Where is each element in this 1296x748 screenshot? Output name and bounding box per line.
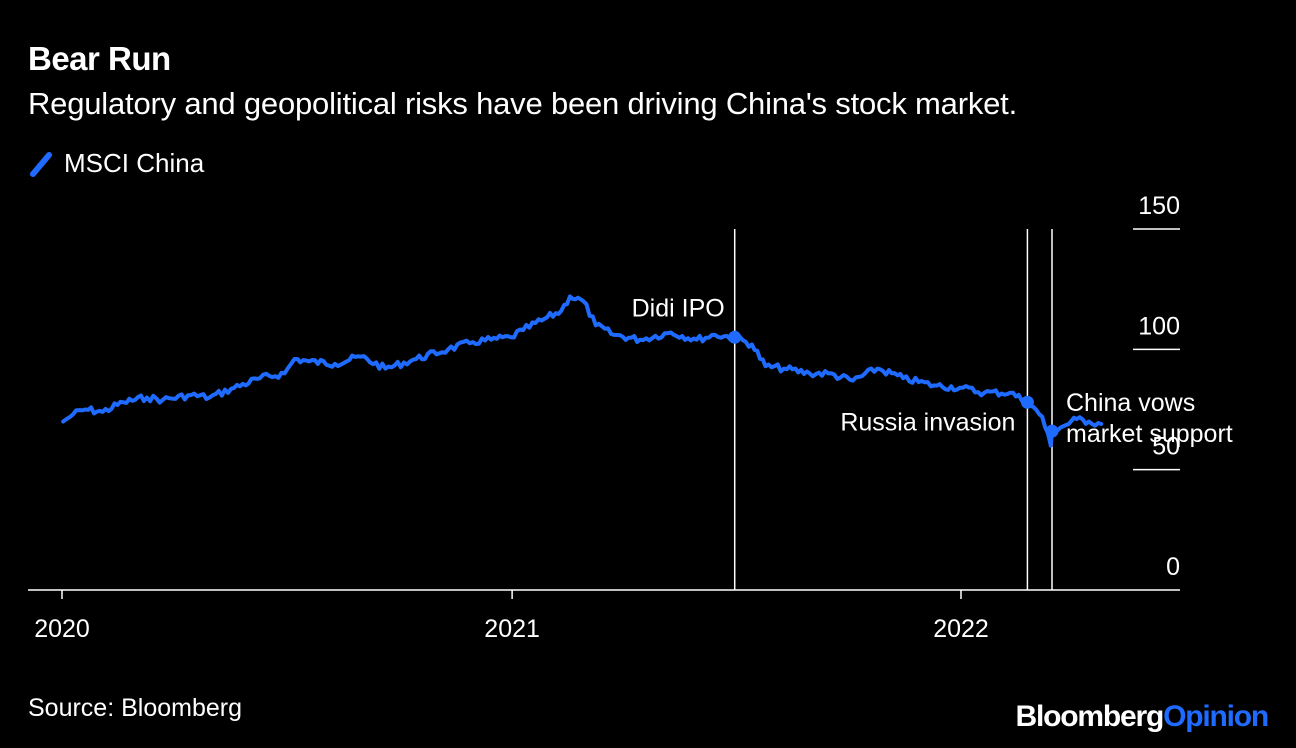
legend-swatch [30, 151, 52, 177]
event-label: China vows market support [1066, 389, 1233, 448]
y-tick-label: 100 [1138, 312, 1180, 340]
series-group [61, 294, 1104, 448]
x-tick-label: 2020 [34, 615, 90, 643]
chart-title: Bear Run [28, 40, 171, 77]
series-line-msci-china [61, 294, 1104, 448]
event-label: Didi IPO [632, 294, 725, 322]
brand-logo: BloombergOpinion [1015, 700, 1270, 734]
x-tick-label: 2022 [933, 615, 989, 643]
legend: MSCI China [28, 148, 204, 179]
event-label: Russia invasion [840, 408, 1015, 436]
brand-part-1: Bloomberg [1015, 700, 1165, 733]
chart-subtitle: Regulatory and geopolitical risks have b… [28, 86, 1017, 121]
brand-part-2: Opinion [1163, 700, 1269, 733]
event-lines [733, 229, 1053, 590]
event-labels: Didi IPO Russia invasion China vows market … [632, 294, 1233, 448]
y-tick-label: 150 [1138, 192, 1180, 220]
event-marker [728, 330, 742, 344]
x-axis: 2020 2021 2022 [28, 589, 1180, 643]
source-note: Source: Bloomberg [28, 694, 243, 722]
event-marker [1045, 424, 1059, 438]
legend-label: MSCI China [64, 148, 205, 178]
x-tick-label: 2021 [484, 615, 540, 643]
y-tick-label: 50 [1152, 433, 1180, 461]
y-axis: 150 100 50 0 [1133, 192, 1180, 581]
y-tick-label: 0 [1166, 553, 1180, 581]
event-marker [1020, 395, 1034, 409]
